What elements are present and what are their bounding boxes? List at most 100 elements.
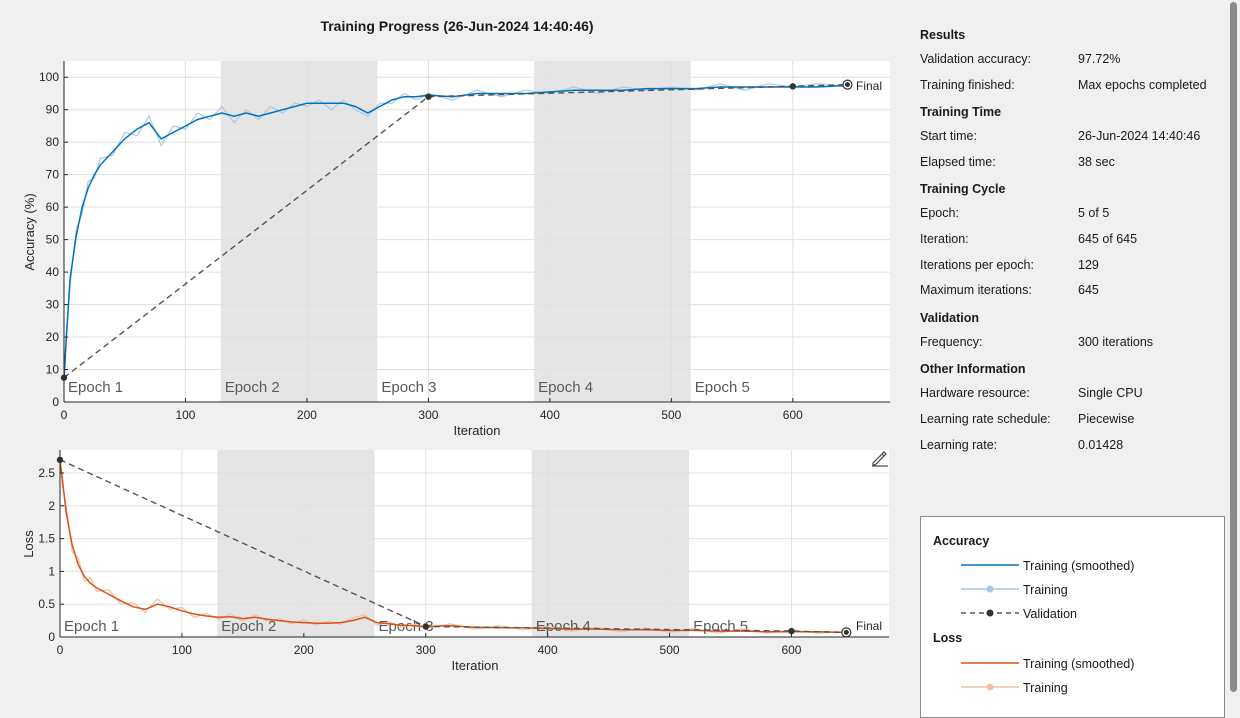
info-key: Epoch: — [920, 206, 959, 221]
info-row: Hardware resource: Single CPU — [920, 386, 1230, 412]
validation-final-marker-dot — [843, 629, 849, 635]
epoch-label: Epoch 5 — [695, 379, 750, 396]
x-tick-label: 400 — [540, 408, 560, 422]
info-value: 0.01428 — [1078, 437, 1124, 452]
info-key: Validation accuracy: — [920, 52, 1031, 66]
y-tick-label: 10 — [46, 363, 60, 377]
info-key: Elapsed time: — [920, 154, 996, 169]
accuracy-y-label: Accuracy (%) — [22, 193, 37, 270]
scrollbar[interactable] — [1229, 2, 1238, 700]
y-tick-label: 60 — [46, 200, 60, 214]
y-tick-label: 50 — [46, 233, 60, 247]
validation-heading: Validation — [920, 310, 980, 325]
y-tick-label: 1.5 — [38, 532, 55, 546]
legend-loss-heading: Loss — [933, 631, 963, 645]
info-value: 97.72% — [1078, 52, 1121, 66]
x-tick-label: 500 — [661, 408, 681, 422]
legend-label: Training (smoothed) — [1023, 657, 1135, 671]
epoch-label: Epoch 1 — [68, 379, 123, 396]
info-key: Iteration: — [920, 231, 969, 246]
training-raw-line — [63, 83, 848, 380]
legend-label: Training — [1023, 583, 1068, 597]
x-tick-label: 200 — [297, 408, 317, 422]
y-tick-label: 2.5 — [38, 466, 55, 480]
info-value: Max epochs completed — [1078, 77, 1207, 92]
export-pen-icon[interactable] — [870, 447, 890, 467]
x-tick-label: 0 — [61, 408, 68, 422]
x-tick-label: 0 — [57, 643, 64, 657]
epoch-label: Epoch 3 — [381, 379, 436, 396]
epoch-label: Epoch 2 — [221, 618, 276, 635]
info-value: 26-Jun-2024 14:40:46 — [1078, 129, 1201, 144]
info-value: 38 sec — [1078, 154, 1115, 169]
info-row: Start time: 26-Jun-2024 14:40:46 — [920, 129, 1230, 155]
validation-final-marker-dot — [844, 82, 850, 88]
info-row: Frequency: 300 iterations — [920, 335, 1230, 361]
info-row: Learning rate: 0.01428 — [920, 438, 1230, 464]
info-row: Maximum iterations: 645 — [920, 283, 1230, 309]
accuracy-x-label: Iteration — [454, 423, 501, 438]
info-key: Hardware resource: — [920, 386, 1030, 401]
y-tick-label: 80 — [46, 135, 60, 149]
x-tick-label: 300 — [416, 643, 436, 657]
x-tick-label: 400 — [538, 643, 558, 657]
epoch-label: Epoch 1 — [64, 618, 119, 635]
x-tick-label: 600 — [781, 643, 801, 657]
results-heading: Results — [920, 28, 966, 42]
info-key: Frequency: — [920, 334, 983, 349]
validation-point — [789, 83, 797, 90]
training-smoothed-line — [63, 84, 848, 380]
y-tick-label: 2 — [48, 499, 55, 513]
legend-accuracy-heading: Accuracy — [933, 534, 990, 548]
x-tick-label: 100 — [175, 408, 195, 422]
info-key: Maximum iterations: — [920, 283, 1032, 298]
legend-label: Validation — [1023, 607, 1077, 621]
info-value: 129 — [1078, 257, 1099, 272]
info-value: 5 of 5 — [1078, 206, 1110, 221]
info-row: Training finished: Max epochs completed — [920, 78, 1230, 104]
info-value: Single CPU — [1078, 386, 1143, 401]
info-key: Start time: — [920, 129, 977, 144]
training-smoothed-line — [59, 459, 847, 634]
training-cycle-heading: Training Cycle — [920, 182, 1006, 197]
epoch-shade — [531, 450, 690, 637]
epoch-shade — [534, 61, 691, 402]
info-value: 645 of 645 — [1078, 231, 1138, 246]
info-key: Iterations per epoch: — [920, 257, 1034, 272]
scrollbar-thumb[interactable] — [1230, 2, 1237, 692]
legend-box: Accuracy Training (smoothed) Training Va… — [920, 516, 1225, 718]
info-value: 300 iterations — [1078, 334, 1154, 349]
loss-axes-background — [60, 450, 889, 637]
epoch-label: Epoch 2 — [225, 379, 280, 396]
epoch-shade — [217, 450, 375, 637]
info-panel: Results Validation accuracy: 97.72% Train… — [920, 26, 1230, 463]
y-tick-label: 1 — [48, 564, 55, 578]
epoch-label: Epoch 4 — [538, 379, 593, 396]
legend-label: Training (smoothed) — [1023, 559, 1135, 573]
loss-final-label: Final — [856, 619, 882, 633]
validation-line — [63, 83, 848, 379]
validation-point — [422, 623, 429, 630]
loss-x-label: Iteration — [452, 658, 499, 673]
y-tick-label: 90 — [46, 103, 60, 117]
y-tick-label: 40 — [46, 265, 60, 279]
info-value: Piecewise — [1078, 411, 1135, 426]
validation-point — [788, 627, 795, 635]
loss-plot: Epoch 1 Epoch 2 Epoch 3 Epoch 4 Epoch 5 00.5… — [21, 450, 889, 673]
accuracy-axes-background — [64, 61, 890, 402]
info-key: Learning rate: — [920, 437, 998, 452]
info-key: Training finished: — [920, 77, 1015, 92]
training-progress-title: Training Progress (26-Jun-2024 14:40:46) — [320, 18, 594, 34]
x-tick-label: 300 — [418, 408, 438, 422]
y-tick-label: 100 — [39, 70, 59, 84]
loss-y-label: Loss — [21, 530, 36, 558]
x-tick-label: 200 — [294, 643, 314, 657]
other-info-heading: Other Information — [920, 362, 1026, 377]
y-tick-label: 20 — [46, 330, 60, 344]
epoch-shade — [220, 61, 378, 402]
legend-label: Training — [1023, 681, 1068, 695]
validation-point — [425, 93, 432, 100]
y-tick-label: 70 — [46, 168, 60, 182]
info-row: Iteration: 645 of 645 — [920, 232, 1230, 258]
info-row: Iterations per epoch: 129 — [920, 258, 1230, 284]
